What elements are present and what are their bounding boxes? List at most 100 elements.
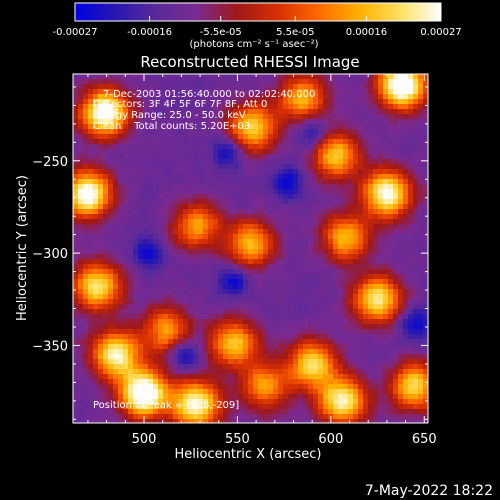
heatmap-cell: [223, 154, 229, 160]
heatmap-cell: [388, 404, 394, 410]
heatmap-cell: [133, 204, 139, 210]
heatmap-cell: [198, 179, 204, 185]
heatmap-cell: [128, 164, 134, 170]
heatmap-cell: [273, 374, 279, 380]
heatmap-cell: [148, 329, 154, 335]
heatmap-cell: [113, 314, 119, 320]
heatmap-cell: [168, 419, 174, 423]
heatmap-cell: [198, 109, 204, 115]
heatmap-cell: [373, 209, 379, 215]
heatmap-cell: [98, 124, 104, 130]
heatmap-cell: [108, 409, 114, 415]
heatmap-cell: [343, 124, 349, 130]
heatmap-cell: [413, 349, 419, 355]
heatmap-cell: [333, 319, 339, 325]
heatmap-cell: [98, 74, 104, 80]
heatmap-cell: [378, 339, 384, 345]
heatmap-cell: [233, 419, 239, 423]
heatmap-cell: [383, 329, 389, 335]
heatmap-cell: [318, 79, 324, 85]
heatmap-cell: [178, 174, 184, 180]
heatmap-cell: [373, 79, 379, 85]
heatmap-cell: [208, 89, 214, 95]
heatmap-cell: [88, 209, 94, 215]
heatmap-cell: [88, 284, 94, 290]
heatmap-cell: [328, 174, 334, 180]
heatmap-cell: [208, 329, 214, 335]
heatmap-cell: [278, 214, 284, 220]
heatmap-cell: [168, 184, 174, 190]
heatmap-cell: [383, 104, 389, 110]
heatmap-cell: [138, 329, 144, 335]
heatmap-cell: [208, 374, 214, 380]
heatmap-cell: [403, 389, 409, 395]
heatmap-cell: [338, 79, 344, 85]
heatmap-cell: [103, 269, 109, 275]
heatmap-cell: [283, 154, 289, 160]
heatmap-cell: [248, 144, 254, 150]
heatmap-cell: [253, 169, 259, 175]
heatmap-cell: [378, 89, 384, 95]
heatmap-cell: [288, 114, 294, 120]
heatmap-cell: [318, 194, 324, 200]
heatmap-cell: [93, 74, 99, 80]
heatmap-cell: [163, 114, 169, 120]
heatmap-cell: [298, 389, 304, 395]
heatmap-cell: [298, 164, 304, 170]
heatmap-cell: [128, 194, 134, 200]
heatmap-cell: [268, 74, 274, 80]
heatmap-cell: [228, 294, 234, 300]
heatmap-cell: [128, 174, 134, 180]
heatmap-cell: [73, 229, 79, 235]
heatmap-cell: [103, 174, 109, 180]
heatmap-cell: [408, 179, 414, 185]
heatmap-cell: [193, 369, 199, 375]
heatmap-cell: [73, 144, 79, 150]
heatmap-cell: [383, 339, 389, 345]
heatmap-cell: [78, 154, 84, 160]
heatmap-cell: [178, 234, 184, 240]
heatmap-cell: [403, 364, 409, 370]
heatmap-cell: [148, 204, 154, 210]
heatmap-cell: [153, 314, 159, 320]
heatmap-cell: [233, 279, 239, 285]
heatmap-cell: [118, 319, 124, 325]
heatmap-cell: [393, 279, 399, 285]
heatmap-cell: [408, 214, 414, 220]
heatmap-cell: [303, 174, 309, 180]
heatmap-cell: [298, 314, 304, 320]
heatmap-cell: [233, 159, 239, 165]
heatmap-cell: [88, 104, 94, 110]
heatmap-cell: [158, 419, 164, 423]
heatmap-cell: [298, 119, 304, 125]
heatmap-cell: [358, 124, 364, 130]
heatmap-cell: [193, 269, 199, 275]
heatmap-cell: [413, 254, 419, 260]
heatmap-cell: [128, 349, 134, 355]
heatmap-cell: [158, 94, 164, 100]
heatmap-cell: [133, 224, 139, 230]
heatmap-cell: [178, 79, 184, 85]
heatmap-cell: [338, 159, 344, 165]
heatmap-cell: [358, 394, 364, 400]
heatmap-cell: [113, 339, 119, 345]
heatmap-cell: [398, 334, 404, 340]
heatmap-cell: [278, 224, 284, 230]
heatmap-cell: [423, 184, 428, 190]
heatmap-cell: [163, 234, 169, 240]
heatmap-cell: [153, 74, 159, 80]
heatmap-cell: [313, 249, 319, 255]
heatmap-cell: [378, 134, 384, 140]
heatmap-cell: [263, 294, 269, 300]
heatmap-cell: [148, 124, 154, 130]
heatmap-cell: [258, 194, 264, 200]
heatmap-cell: [408, 194, 414, 200]
heatmap-cell: [143, 334, 149, 340]
heatmap-cell: [323, 79, 329, 85]
heatmap-cell: [193, 414, 199, 420]
heatmap-cell: [353, 99, 359, 105]
heatmap-cell: [378, 319, 384, 325]
heatmap-cell: [338, 289, 344, 295]
heatmap-cell: [183, 89, 189, 95]
heatmap-cell: [228, 169, 234, 175]
